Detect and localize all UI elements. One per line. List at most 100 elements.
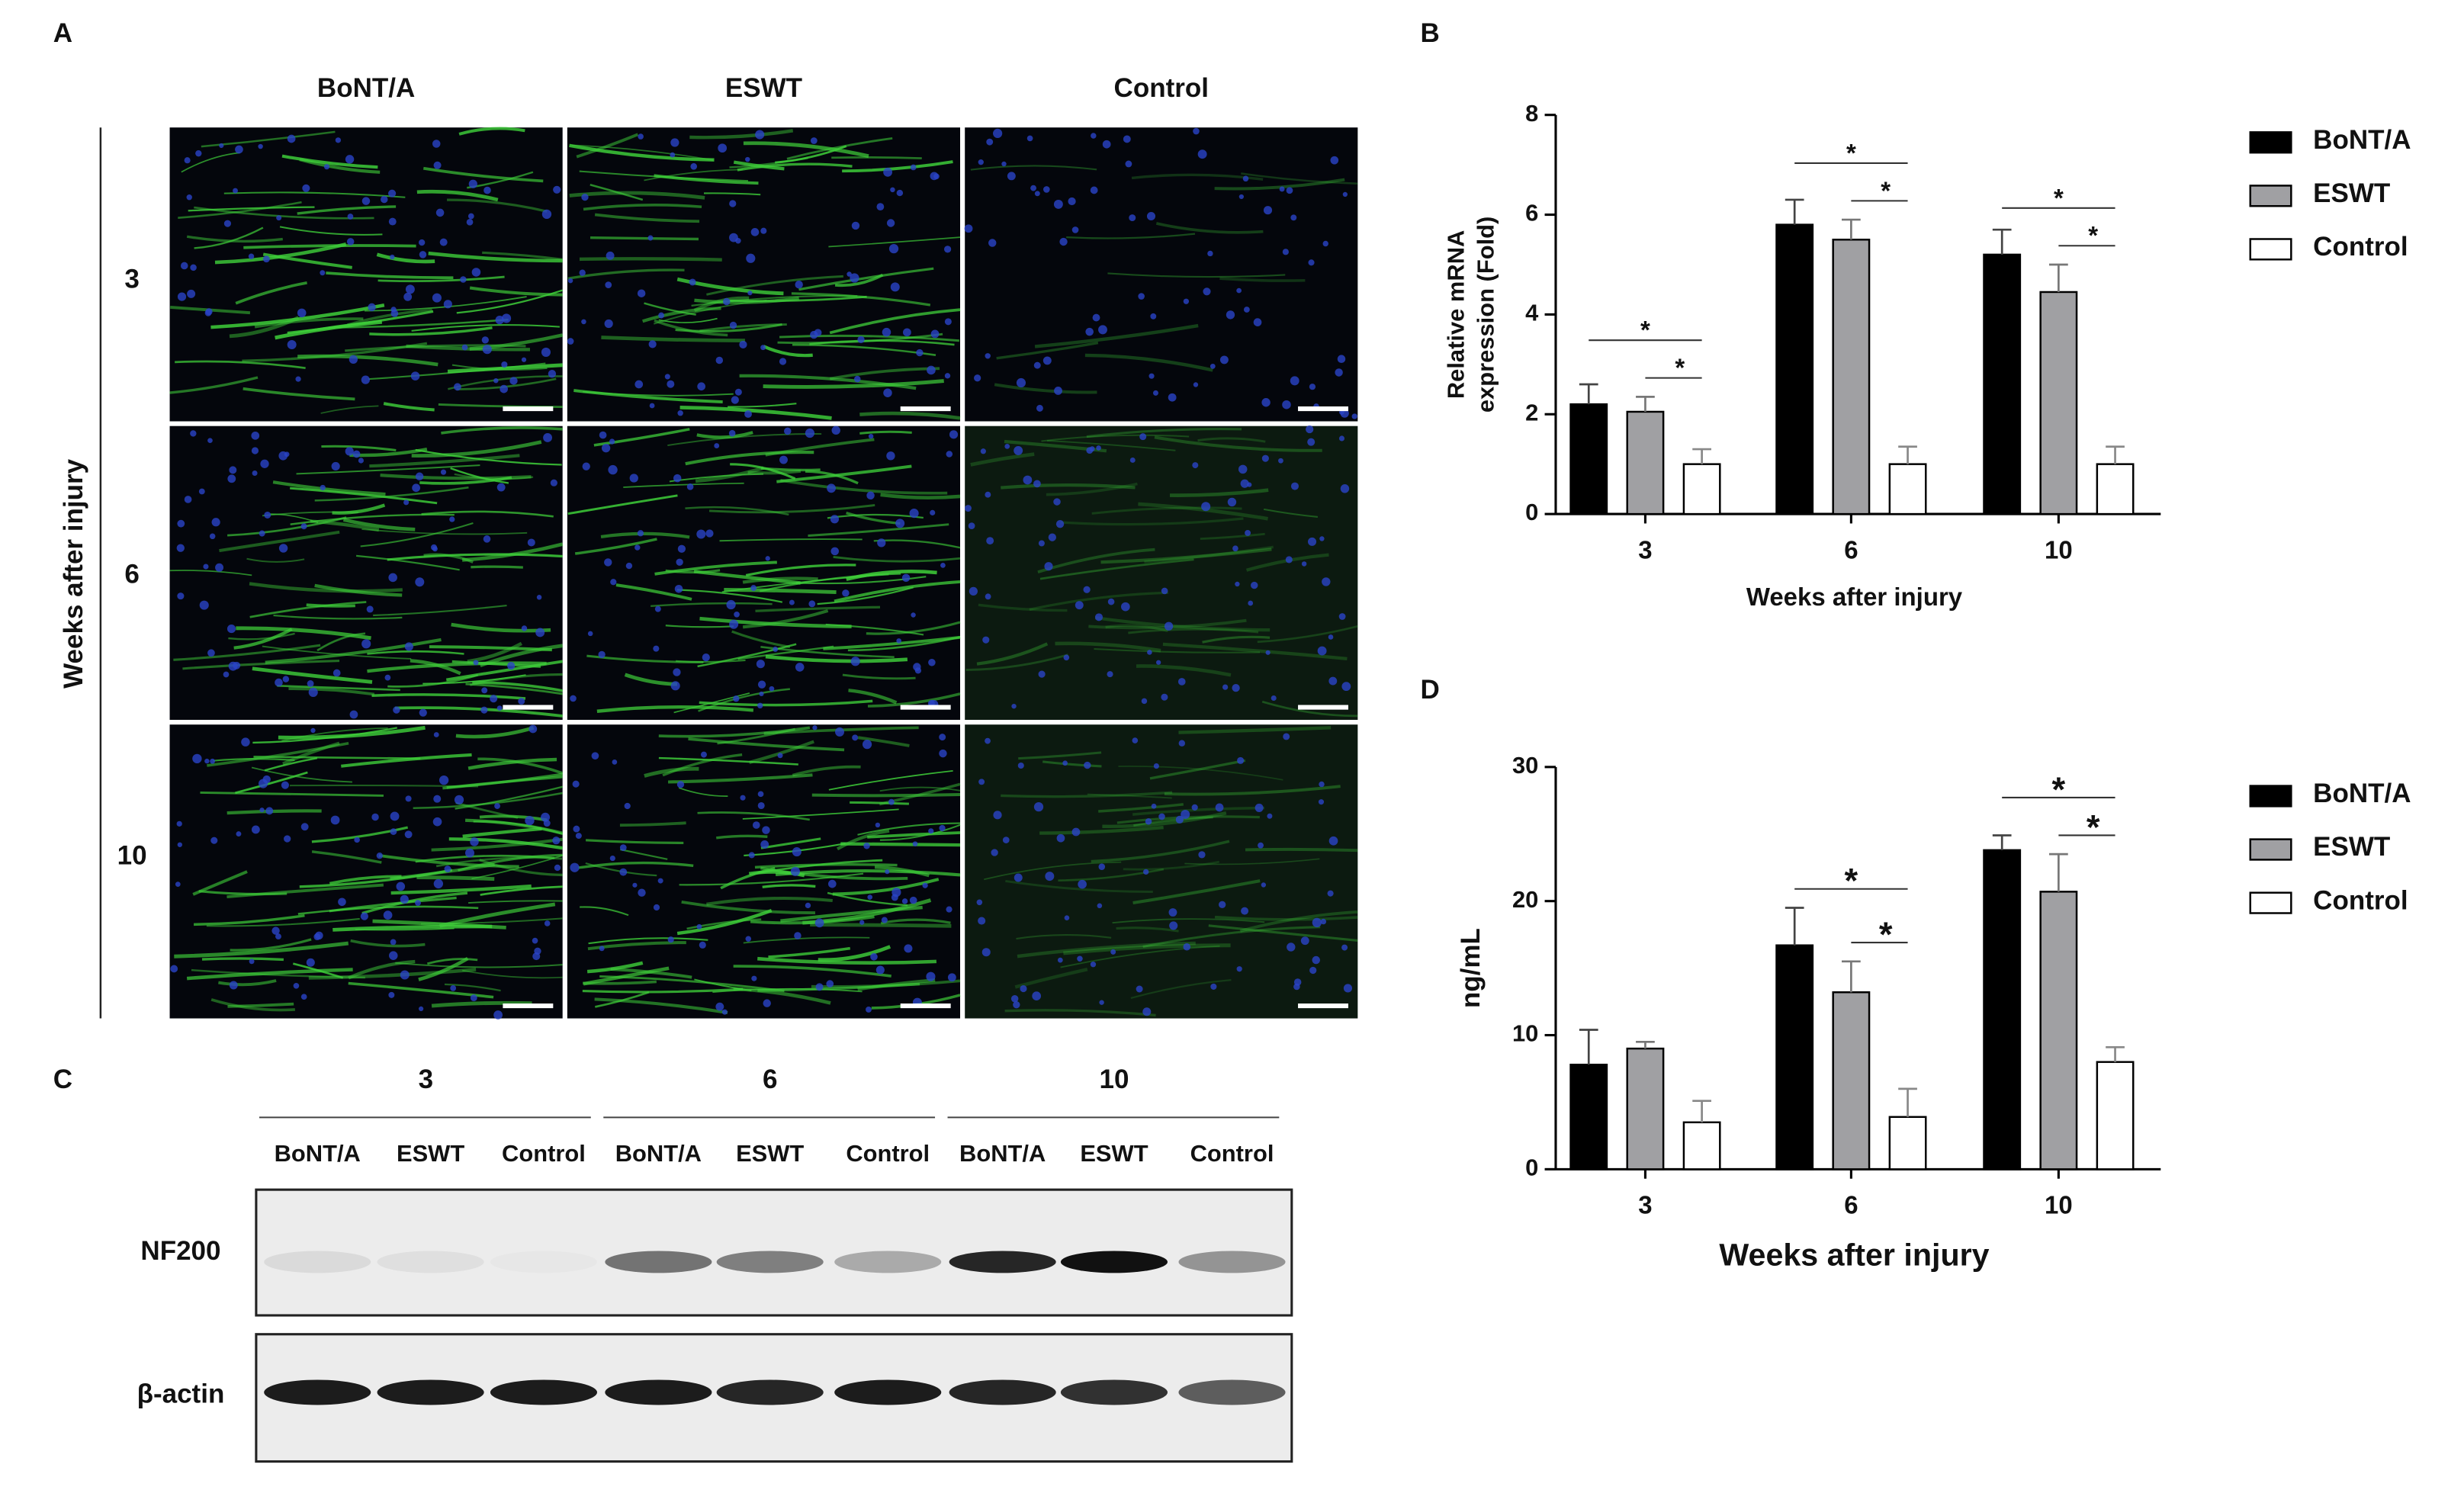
nucleus: [859, 920, 865, 925]
nerve-fiber: [1245, 847, 1358, 853]
nucleus: [677, 409, 683, 416]
nerve-fiber: [169, 376, 259, 394]
lane-label: BoNT/A: [615, 1140, 702, 1167]
y-axis-label: Relative mRNA: [1442, 230, 1469, 399]
bar: [1832, 239, 1871, 515]
nucleus: [251, 825, 260, 834]
nucleus: [944, 373, 951, 379]
nerve-fiber: [798, 267, 934, 291]
nucleus: [896, 638, 901, 644]
nerve-fiber: [473, 820, 564, 835]
nerve-fiber: [360, 522, 474, 548]
nucleus: [1218, 901, 1226, 909]
nerve-fiber: [810, 923, 952, 928]
nucleus: [444, 865, 451, 872]
nucleus: [827, 879, 837, 888]
nucleus: [175, 881, 181, 888]
nucleus: [762, 826, 770, 834]
nerve-fiber: [763, 345, 813, 358]
nerve-fiber: [332, 503, 386, 515]
nerve-fiber: [380, 474, 532, 480]
nerve-fiber: [1239, 910, 1358, 933]
nucleus: [901, 573, 911, 583]
nucleus: [1210, 983, 1217, 990]
nucleus: [306, 958, 315, 967]
nucleus: [857, 336, 865, 344]
nucleus: [1227, 497, 1237, 507]
panel-label: C: [53, 1065, 72, 1094]
nucleus: [190, 430, 197, 437]
nerve-fiber: [1029, 591, 1169, 611]
nucleus: [1055, 519, 1065, 528]
nerve-fiber: [311, 850, 382, 864]
nucleus: [1300, 936, 1309, 946]
nucleus: [912, 841, 918, 846]
nerve-fiber: [703, 192, 761, 196]
nerve-fiber: [1133, 816, 1213, 827]
nucleus: [282, 676, 290, 682]
nucleus: [177, 519, 185, 528]
nucleus: [1158, 813, 1165, 820]
nerve-fiber: [679, 405, 832, 420]
nerve-fiber: [288, 687, 375, 696]
nucleus: [1175, 815, 1184, 824]
y-tick-label: 30: [1512, 752, 1538, 779]
bar: [1888, 463, 1927, 515]
nucleus: [1308, 259, 1315, 266]
nucleus: [265, 807, 274, 815]
nucleus: [176, 820, 182, 827]
nucleus: [390, 828, 397, 835]
y-tick-label: 10: [1512, 1020, 1538, 1047]
nerve-fiber: [394, 706, 563, 718]
nerve-fiber: [1094, 647, 1261, 653]
nucleus: [760, 345, 766, 351]
nerve-fiber: [745, 564, 856, 577]
blot-band: [490, 1379, 598, 1405]
nerve-fiber: [880, 493, 961, 500]
nucleus: [852, 734, 859, 741]
nucleus: [1033, 801, 1044, 812]
nucleus: [226, 625, 236, 634]
nucleus: [211, 518, 220, 527]
nucleus: [361, 375, 370, 384]
nucleus: [846, 271, 852, 277]
nucleus: [667, 936, 674, 943]
nerve-fiber: [1091, 840, 1230, 863]
nucleus: [1002, 837, 1010, 843]
nucleus: [969, 586, 978, 596]
nucleus: [287, 134, 296, 143]
nucleus: [978, 917, 986, 925]
nerve-fiber: [178, 201, 302, 219]
nucleus: [431, 544, 438, 551]
nucleus: [366, 605, 374, 613]
nucleus: [1054, 387, 1062, 395]
micrograph-bg: [965, 425, 1358, 721]
nucleus: [541, 347, 551, 357]
nucleus: [1042, 356, 1052, 365]
nerve-fiber: [595, 991, 650, 1008]
legend-label: ESWT: [2313, 832, 2391, 862]
nerve-fiber: [329, 875, 402, 885]
nucleus: [1014, 445, 1023, 455]
nucleus: [1145, 817, 1152, 825]
nucleus: [432, 140, 441, 148]
nucleus: [609, 855, 615, 862]
nerve-fiber: [265, 637, 442, 664]
significance-label: *: [2088, 221, 2098, 249]
nucleus: [867, 894, 873, 900]
nucleus: [757, 791, 764, 798]
nerve-fiber: [689, 129, 794, 140]
nerve-fiber: [644, 766, 699, 778]
nucleus: [927, 365, 936, 375]
nerve-fiber: [737, 645, 834, 660]
nucleus: [1322, 240, 1328, 247]
nerve-fiber: [576, 133, 639, 159]
nucleus: [747, 291, 753, 296]
nerve-fiber: [724, 587, 837, 594]
nucleus: [1338, 435, 1345, 442]
y-tick-label: 6: [1525, 200, 1538, 226]
nucleus: [812, 725, 818, 731]
nucleus: [735, 238, 741, 244]
nerve-fiber: [1154, 435, 1322, 452]
nerve-fiber: [369, 326, 493, 336]
